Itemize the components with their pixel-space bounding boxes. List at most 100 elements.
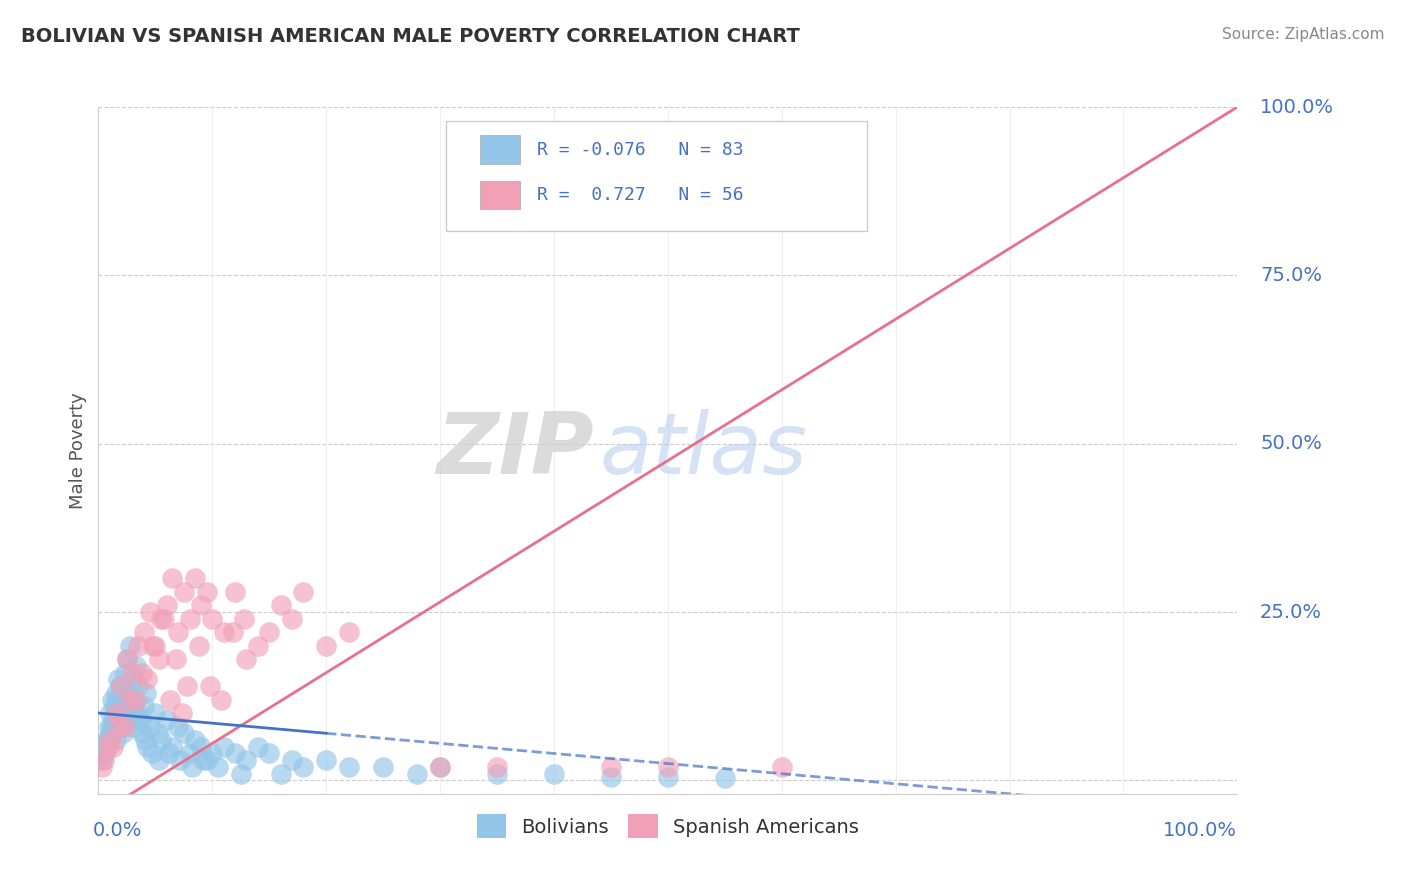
Point [125, 659, 148, 673]
Point [486, 766, 509, 780]
Point [121, 720, 143, 734]
Point [150, 612, 173, 626]
Point [120, 699, 142, 714]
Point [281, 753, 304, 767]
Point [98, 733, 121, 747]
Y-axis label: Male Poverty: Male Poverty [69, 392, 87, 508]
Point [770, 760, 793, 774]
Point [259, 747, 281, 761]
Point [145, 639, 167, 653]
Point [246, 639, 269, 653]
Point [486, 760, 509, 774]
Text: 25.0%: 25.0% [1260, 603, 1322, 622]
Point [229, 766, 252, 780]
Point [224, 585, 246, 599]
Point [543, 766, 565, 780]
Point [125, 692, 148, 706]
Point [235, 753, 257, 767]
Point [141, 747, 163, 761]
Text: 75.0%: 75.0% [1260, 266, 1322, 285]
Point [90, 753, 112, 767]
Point [110, 679, 132, 693]
Point [187, 639, 209, 653]
Point [167, 625, 190, 640]
Point [110, 679, 132, 693]
Point [162, 571, 184, 585]
Point [153, 612, 176, 626]
Point [224, 747, 246, 761]
Point [131, 726, 153, 740]
Point [207, 760, 229, 774]
Point [406, 766, 429, 780]
Point [136, 739, 159, 754]
Point [246, 739, 269, 754]
Text: Source: ZipAtlas.com: Source: ZipAtlas.com [1222, 27, 1385, 42]
Point [190, 599, 212, 613]
Point [157, 747, 180, 761]
Point [118, 686, 141, 700]
Point [148, 652, 170, 666]
Text: R =  0.727   N = 56: R = 0.727 N = 56 [537, 186, 744, 204]
Point [98, 726, 121, 740]
Point [292, 585, 315, 599]
Point [714, 772, 737, 786]
Point [93, 753, 115, 767]
Point [167, 720, 190, 734]
Point [91, 747, 114, 761]
Point [96, 733, 118, 747]
Point [132, 699, 155, 714]
Point [429, 760, 451, 774]
Point [104, 686, 127, 700]
Point [104, 733, 127, 747]
Point [96, 739, 118, 754]
Point [173, 726, 195, 740]
Point [105, 692, 128, 706]
Point [108, 720, 131, 734]
Point [371, 760, 394, 774]
Point [148, 753, 170, 767]
FancyBboxPatch shape [446, 120, 868, 231]
Text: 100.0%: 100.0% [1260, 97, 1334, 117]
Point [96, 733, 118, 747]
Point [233, 612, 256, 626]
Point [117, 699, 139, 714]
Text: 0.0%: 0.0% [93, 821, 142, 839]
Point [270, 766, 292, 780]
Point [104, 706, 127, 720]
Point [315, 639, 337, 653]
Point [162, 739, 184, 754]
Point [90, 760, 112, 774]
Point [176, 679, 198, 693]
FancyBboxPatch shape [479, 136, 520, 164]
Point [195, 585, 218, 599]
Point [142, 639, 165, 653]
Point [127, 679, 149, 693]
Point [165, 652, 187, 666]
Point [657, 770, 679, 784]
Point [94, 747, 117, 761]
Point [120, 692, 142, 706]
Point [124, 692, 146, 706]
Point [132, 625, 155, 640]
Point [315, 753, 337, 767]
Point [100, 720, 122, 734]
Point [114, 665, 136, 680]
Point [97, 720, 120, 734]
Point [103, 713, 125, 727]
Point [193, 753, 215, 767]
Point [101, 692, 124, 706]
Point [114, 713, 136, 727]
Point [122, 706, 145, 720]
Text: R = -0.076   N = 83: R = -0.076 N = 83 [537, 141, 744, 159]
Point [129, 713, 152, 727]
Point [259, 625, 281, 640]
Point [108, 679, 131, 693]
Point [145, 706, 167, 720]
Text: BOLIVIAN VS SPANISH AMERICAN MALE POVERTY CORRELATION CHART: BOLIVIAN VS SPANISH AMERICAN MALE POVERT… [21, 27, 800, 45]
Legend: Bolivians, Spanish Americans: Bolivians, Spanish Americans [468, 806, 868, 846]
Point [600, 770, 623, 784]
Point [127, 706, 149, 720]
Point [150, 733, 173, 747]
Point [270, 599, 292, 613]
Point [195, 753, 218, 767]
